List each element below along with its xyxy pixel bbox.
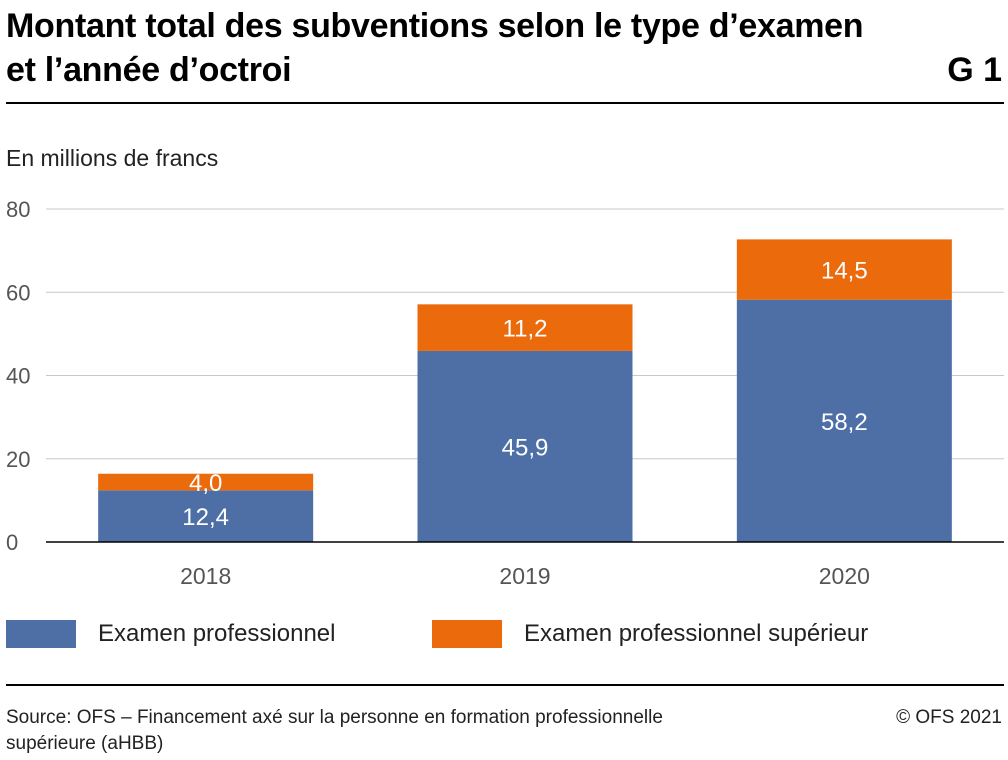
stacked-bar-chart: 0 20 40 60 80 12,4 4,0 2018 45,9 11,2 2019 58,2 14,5… <box>6 197 1004 589</box>
data-label-2019-examen-professionnel-superieur: 11,2 <box>503 316 548 343</box>
bottom-rule <box>6 684 1004 686</box>
legend: Examen professionnel Examen professionne… <box>0 620 1008 660</box>
data-label-2020-examen-professionnel: 58,2 <box>821 409 868 436</box>
legend-label-examen-professionnel: Examen professionnel <box>98 620 336 647</box>
unit-label: En millions de francs <box>6 145 219 171</box>
y-tick-label-60: 60 <box>6 280 30 305</box>
data-label-2018-examen-professionnel-superieur: 4,0 <box>189 470 222 497</box>
x-tick-label-2018: 2018 <box>180 563 231 589</box>
legend-swatch-examen-professionnel <box>6 620 76 648</box>
bar-2019-examen-professionnel <box>417 350 633 542</box>
data-label-2018-examen-professionnel: 12,4 <box>182 504 229 531</box>
bar-2019-examen-professionnel-superieur <box>417 304 633 351</box>
chart-code: G 1 <box>947 51 1002 89</box>
legend-label-examen-professionnel-superieur: Examen professionnel supérieur <box>524 620 869 647</box>
legend-swatch-examen-professionnel-superieur <box>432 620 502 648</box>
y-tick-label-40: 40 <box>6 364 30 389</box>
bar-2020-examen-professionnel-superieur <box>736 239 952 300</box>
x-tick-label-2020: 2020 <box>819 563 870 589</box>
data-label-2019-examen-professionnel: 45,9 <box>502 434 549 461</box>
y-tick-label-0: 0 <box>6 530 18 555</box>
bar-2018-examen-professionnel-superieur <box>98 473 314 491</box>
y-tick-label-20: 20 <box>6 447 30 472</box>
legend-item-examen-professionnel-superieur: Examen professionnel supérieur <box>432 620 868 648</box>
bar-2018-examen-professionnel <box>98 490 314 542</box>
top-rule <box>6 102 1004 104</box>
chart-title: Montant total des subventions selon le t… <box>6 7 864 89</box>
copyright: © OFS 2021 <box>896 707 1002 728</box>
source-note: Source: OFS – Financement axé sur la per… <box>6 707 663 754</box>
data-label-2020-examen-professionnel-superieur: 14,5 <box>821 258 868 285</box>
y-tick-label-80: 80 <box>6 197 30 222</box>
legend-item-examen-professionnel: Examen professionnel <box>6 620 335 648</box>
bar-2020-examen-professionnel <box>736 299 952 542</box>
x-tick-label-2019: 2019 <box>499 563 550 589</box>
